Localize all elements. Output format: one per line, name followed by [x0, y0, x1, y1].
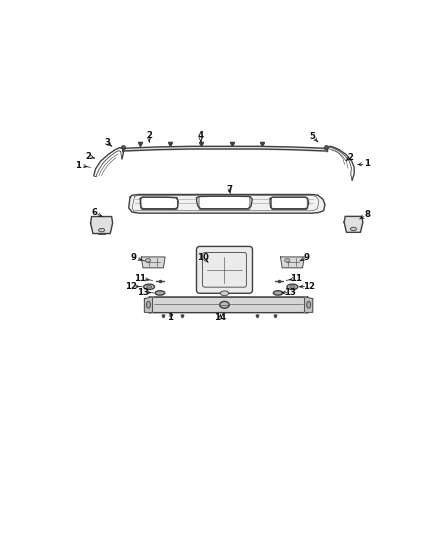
Ellipse shape — [146, 302, 151, 308]
FancyBboxPatch shape — [197, 246, 252, 293]
Text: 1: 1 — [364, 159, 370, 168]
Text: 7: 7 — [226, 185, 233, 194]
Text: 4: 4 — [198, 131, 204, 140]
Ellipse shape — [145, 259, 151, 262]
Ellipse shape — [99, 229, 105, 232]
Polygon shape — [197, 196, 252, 209]
Ellipse shape — [285, 259, 290, 262]
Ellipse shape — [220, 291, 229, 296]
Text: 2: 2 — [348, 152, 354, 161]
Ellipse shape — [307, 302, 311, 308]
Text: 3: 3 — [104, 139, 110, 148]
Text: 11: 11 — [290, 274, 302, 283]
Polygon shape — [304, 297, 313, 313]
Polygon shape — [141, 257, 165, 268]
Text: 13: 13 — [137, 288, 149, 297]
Text: 12: 12 — [303, 281, 314, 290]
Text: 11: 11 — [134, 274, 146, 283]
Polygon shape — [91, 216, 113, 233]
Text: 9: 9 — [304, 253, 310, 262]
Ellipse shape — [287, 284, 298, 289]
Ellipse shape — [146, 286, 152, 288]
Text: 9: 9 — [131, 253, 137, 262]
Ellipse shape — [220, 302, 229, 308]
Polygon shape — [145, 297, 152, 313]
Ellipse shape — [155, 290, 165, 295]
Polygon shape — [140, 197, 178, 209]
Text: 8: 8 — [364, 211, 370, 220]
Text: 2: 2 — [146, 131, 152, 140]
Ellipse shape — [350, 227, 357, 231]
Polygon shape — [344, 216, 363, 232]
Polygon shape — [129, 195, 325, 213]
Text: 14: 14 — [214, 313, 226, 322]
Text: 6: 6 — [92, 208, 98, 217]
Text: 13: 13 — [284, 288, 297, 297]
Polygon shape — [270, 197, 309, 209]
Text: 1: 1 — [75, 161, 81, 170]
Text: 1: 1 — [167, 313, 173, 322]
Text: 12: 12 — [125, 281, 137, 290]
Text: 10: 10 — [198, 253, 209, 262]
Ellipse shape — [144, 284, 155, 289]
Ellipse shape — [290, 286, 295, 288]
Ellipse shape — [273, 290, 283, 295]
Polygon shape — [149, 297, 308, 313]
Text: 5: 5 — [310, 132, 316, 141]
Text: 2: 2 — [85, 151, 91, 160]
Polygon shape — [280, 257, 304, 268]
